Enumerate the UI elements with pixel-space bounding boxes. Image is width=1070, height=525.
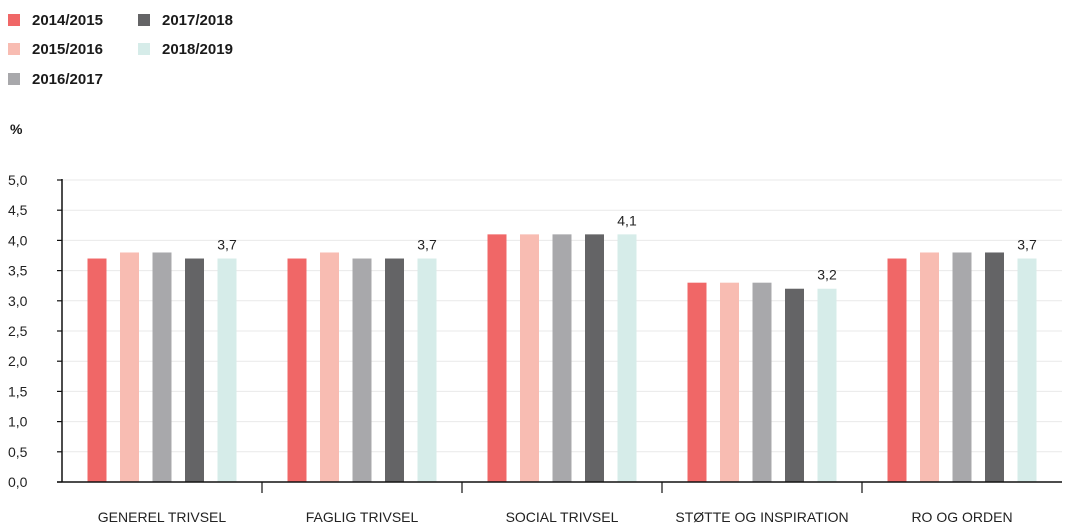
bar: [752, 282, 772, 482]
legend-item: 2016/2017: [8, 68, 103, 90]
legend-item: 2017/2018: [138, 9, 233, 31]
legend-swatch: [8, 14, 20, 26]
legend-swatch: [138, 14, 150, 26]
bar: [552, 234, 572, 482]
legend-label: 2017/2018: [162, 11, 233, 29]
legend-swatch: [138, 43, 150, 55]
bar: [817, 288, 837, 482]
bar: [287, 258, 307, 482]
legend-label: 2014/2015: [32, 11, 103, 29]
bar: [585, 234, 604, 482]
y-tick-label: 4,5: [8, 202, 28, 218]
bar: [985, 252, 1004, 482]
y-tick-label: 4,0: [8, 232, 28, 248]
y-tick-label: 0,0: [8, 474, 28, 490]
legend: 2014/2015 2015/2016 2016/2017 2017/2018 2018…: [8, 9, 308, 94]
data-label: 3,7: [217, 237, 237, 253]
y-tick-label: 5,0: [8, 172, 28, 188]
bar: [152, 252, 172, 482]
legend-item: 2015/2016: [8, 38, 103, 60]
x-category-label: GENEREL TRIVSEL: [98, 509, 227, 525]
bar: [120, 252, 139, 482]
bar: [952, 252, 972, 482]
y-tick-label: 1,0: [8, 414, 28, 430]
bar: [352, 258, 372, 482]
y-tick-label: 3,5: [8, 263, 28, 279]
bar: [417, 258, 437, 482]
data-label: 3,2: [817, 267, 837, 283]
legend-item: 2014/2015: [8, 9, 103, 31]
x-category-label: RO OG ORDEN: [911, 509, 1012, 525]
bar: [1017, 258, 1037, 482]
bar: [785, 288, 804, 482]
data-label: 4,1: [617, 212, 637, 228]
y-tick-label: 1,5: [8, 383, 28, 399]
bar: [720, 282, 739, 482]
bar: [887, 258, 907, 482]
bar: [87, 258, 107, 482]
bar: [520, 234, 539, 482]
data-label: 3,7: [417, 237, 437, 253]
bar: [920, 252, 939, 482]
bar: [185, 258, 204, 482]
y-tick-label: 2,5: [8, 323, 28, 339]
y-tick-label: 3,0: [8, 293, 28, 309]
bar: [217, 258, 237, 482]
legend-label: 2018/2019: [162, 40, 233, 58]
x-category-label: STØTTE OG INSPIRATION: [675, 509, 848, 525]
bar: [487, 234, 507, 482]
legend-label: 2016/2017: [32, 70, 103, 88]
y-tick-label: 0,5: [8, 444, 28, 460]
bar: [687, 282, 707, 482]
x-category-label: FAGLIG TRIVSEL: [306, 509, 419, 525]
bar: [617, 234, 637, 482]
bar: [385, 258, 404, 482]
legend-item: 2018/2019: [138, 38, 233, 60]
bar: [320, 252, 339, 482]
legend-label: 2015/2016: [32, 40, 103, 58]
legend-swatch: [8, 73, 20, 85]
legend-swatch: [8, 43, 20, 55]
data-label: 3,7: [1017, 237, 1037, 253]
x-category-label: SOCIAL TRIVSEL: [506, 509, 619, 525]
y-tick-label: 2,0: [8, 353, 28, 369]
y-unit-label: %: [10, 121, 23, 137]
